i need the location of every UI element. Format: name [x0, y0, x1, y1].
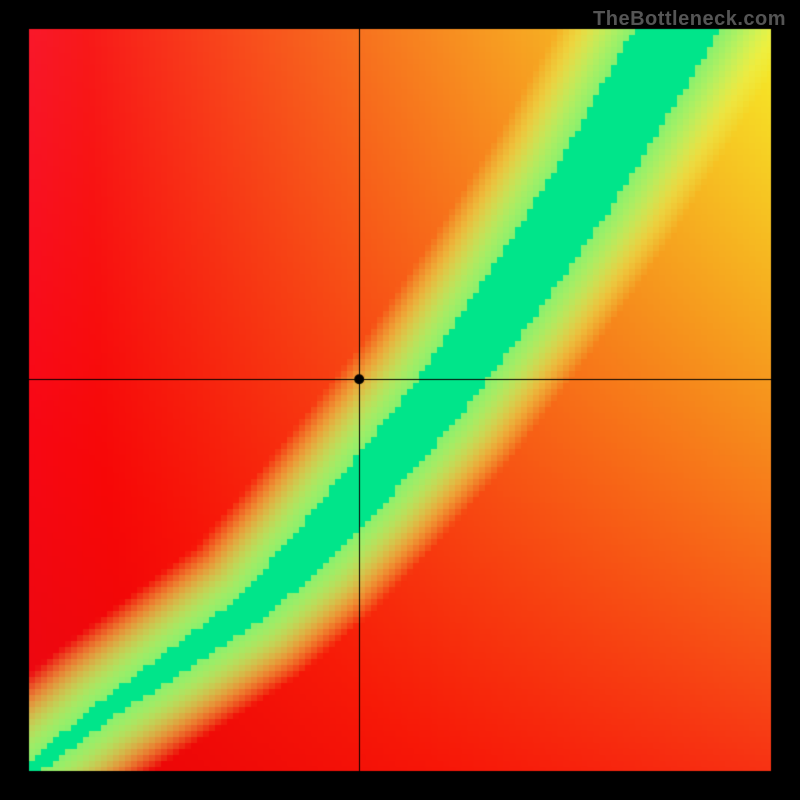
- bottleneck-heatmap: [0, 0, 800, 800]
- watermark-text: TheBottleneck.com: [593, 8, 786, 31]
- chart-container: TheBottleneck.com: [0, 0, 800, 800]
